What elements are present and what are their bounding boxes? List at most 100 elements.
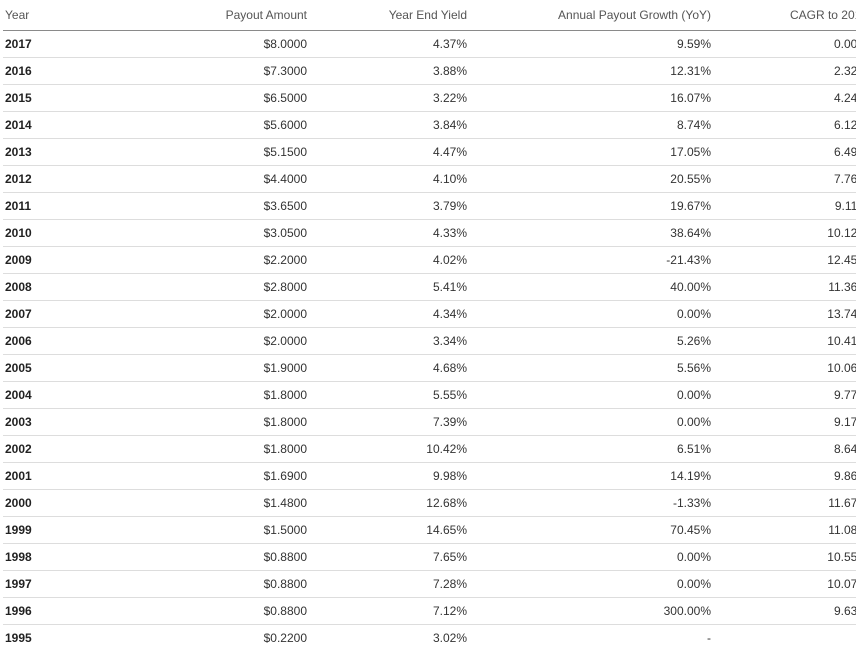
cell-year: 2001 [3, 462, 87, 490]
cell-year: 2008 [3, 273, 87, 301]
cell-cagr: 6.49% [713, 138, 856, 166]
column-header-year[interactable]: Year [3, 0, 87, 31]
payout-history-table: Year Payout Amount Year End Yield Annual… [3, 0, 856, 651]
cell-annual-payout-growth: 17.05% [469, 138, 713, 166]
cell-year: 2014 [3, 111, 87, 139]
cell-year: 1998 [3, 543, 87, 571]
cell-payout-amount: $1.8000 [87, 435, 309, 463]
cell-payout-amount: $1.8000 [87, 408, 309, 436]
cell-year-end-yield: 4.37% [309, 30, 469, 58]
cell-annual-payout-growth: -21.43% [469, 246, 713, 274]
cell-annual-payout-growth: 0.00% [469, 408, 713, 436]
cell-cagr: 9.11% [713, 192, 856, 220]
cell-payout-amount: $2.0000 [87, 327, 309, 355]
cell-annual-payout-growth: 5.56% [469, 354, 713, 382]
cell-year: 2015 [3, 84, 87, 112]
cell-year-end-yield: 4.10% [309, 165, 469, 193]
cell-year: 2009 [3, 246, 87, 274]
cell-payout-amount: $5.6000 [87, 111, 309, 139]
cell-cagr: 9.77% [713, 381, 856, 409]
column-header-cagr[interactable]: CAGR to 2017 [713, 0, 856, 31]
column-header-annual-payout-growth[interactable]: Annual Payout Growth (YoY) [469, 0, 713, 31]
cell-annual-payout-growth: 70.45% [469, 516, 713, 544]
cell-year: 2011 [3, 192, 87, 220]
cell-cagr: 10.41% [713, 327, 856, 355]
cell-year: 2003 [3, 408, 87, 436]
column-header-year-end-yield[interactable]: Year End Yield [309, 0, 469, 31]
cell-payout-amount: $1.4800 [87, 489, 309, 517]
cell-year: 2004 [3, 381, 87, 409]
cell-annual-payout-growth: 38.64% [469, 219, 713, 247]
cell-payout-amount: $4.4000 [87, 165, 309, 193]
table-header-row: Year Payout Amount Year End Yield Annual… [3, 0, 856, 31]
cell-annual-payout-growth: 0.00% [469, 570, 713, 598]
cell-year-end-yield: 3.22% [309, 84, 469, 112]
cell-payout-amount: $1.9000 [87, 354, 309, 382]
cell-payout-amount: $5.1500 [87, 138, 309, 166]
cell-cagr: 9.86% [713, 462, 856, 490]
cell-annual-payout-growth: -1.33% [469, 489, 713, 517]
cell-cagr: 10.55% [713, 543, 856, 571]
cell-year-end-yield: 4.02% [309, 246, 469, 274]
cell-year: 1999 [3, 516, 87, 544]
cell-year: 2010 [3, 219, 87, 247]
cell-year-end-yield: 10.42% [309, 435, 469, 463]
cell-year: 2016 [3, 57, 87, 85]
cell-cagr: 2.32% [713, 57, 856, 85]
cell-annual-payout-growth: 14.19% [469, 462, 713, 490]
cell-year-end-yield: 7.28% [309, 570, 469, 598]
table-row: 1995 $0.2200 3.02% -- [3, 625, 856, 652]
cell-year: 2000 [3, 489, 87, 517]
cell-year: 2002 [3, 435, 87, 463]
cell-year-end-yield: 4.33% [309, 219, 469, 247]
cell-payout-amount: $2.0000 [87, 300, 309, 328]
cell-year-end-yield: 5.41% [309, 273, 469, 301]
cell-annual-payout-growth: 12.31% [469, 57, 713, 85]
cell-year: 1995 [5, 631, 32, 645]
cell-cagr: 10.12% [713, 219, 856, 247]
cell-annual-payout-growth: - [707, 631, 711, 645]
cell-year-end-yield: 12.68% [309, 489, 469, 517]
cell-cagr: 12.45% [713, 246, 856, 274]
table-body: 2017$8.00004.37%9.59%0.00%2016$7.30003.8… [3, 30, 856, 652]
cell-payout-amount: $3.0500 [87, 219, 309, 247]
cell-cagr: 4.24% [713, 84, 856, 112]
cell-annual-payout-growth: 8.74% [469, 111, 713, 139]
cell-payout-amount: $8.0000 [87, 30, 309, 58]
cell-year-end-yield: 3.84% [309, 111, 469, 139]
cell-annual-payout-growth: 19.67% [469, 192, 713, 220]
cell-cagr: 6.12% [713, 111, 856, 139]
cell-cagr: 11.36% [713, 273, 856, 301]
cell-annual-payout-growth: 5.26% [469, 327, 713, 355]
cell-year-end-yield: 3.79% [309, 192, 469, 220]
cell-year: 1996 [3, 597, 87, 625]
cell-year: 1997 [3, 570, 87, 598]
cell-annual-payout-growth: 0.00% [469, 543, 713, 571]
cell-cagr: 11.67% [713, 489, 856, 517]
column-header-payout-amount[interactable]: Payout Amount [87, 0, 309, 31]
cell-annual-payout-growth: 20.55% [469, 165, 713, 193]
cell-year-end-yield: 9.98% [309, 462, 469, 490]
cell-cagr: 8.64% [713, 435, 856, 463]
cell-annual-payout-growth: 40.00% [469, 273, 713, 301]
cell-year-end-yield: 7.39% [309, 408, 469, 436]
cell-payout-amount: $6.5000 [87, 84, 309, 112]
cell-annual-payout-growth: 0.00% [469, 300, 713, 328]
cell-payout-amount: $7.3000 [87, 57, 309, 85]
cell-cagr: 10.06% [713, 354, 856, 382]
